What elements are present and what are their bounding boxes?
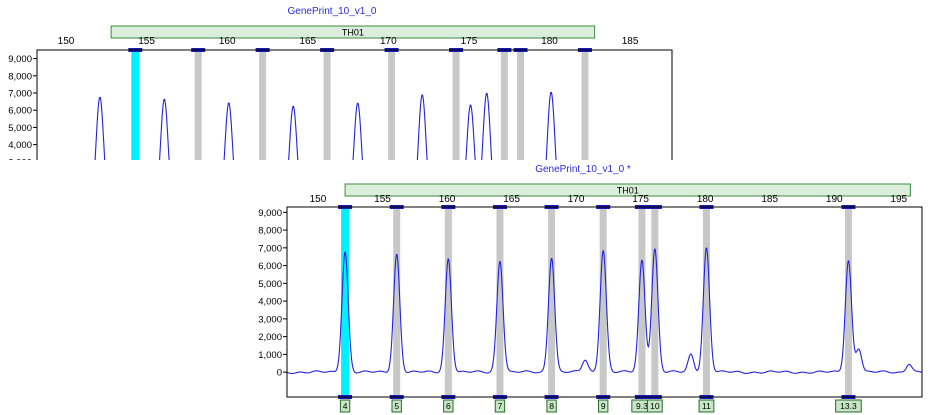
y-tick-label: 9,000 [8,54,32,65]
after-panel: GenePrint_10_v1_0 * TH01 150 155 160 165 170 17… [0,160,928,415]
allele-bin [599,209,607,395]
panel-title: GenePrint_10_v1_0 [288,6,377,17]
x-tick-label: 185 [761,194,778,205]
x-tick-label: 155 [138,36,155,47]
allele-bin [500,52,508,239]
x-tick-label: 180 [541,36,558,47]
selected-bin [131,52,140,239]
x-tick-label: 165 [503,194,520,205]
x-tick-label: 175 [461,36,478,47]
x-tick-label: 185 [622,36,639,47]
allele-bin [548,209,556,395]
y-tick-label: 8,000 [258,226,282,237]
x-tick-label: 160 [439,194,456,205]
locus-bar [344,183,911,197]
allele-call-label: 9 [601,401,606,411]
signal-trace [286,247,923,375]
allele-bin [444,209,452,395]
allele-call-label: 7 [498,401,503,411]
panel-title: GenePrint_10_v1_0 * [535,164,631,175]
x-tick-label: 170 [568,194,585,205]
allele-call-label: 10 [650,401,660,411]
allele-call-label: 5 [394,401,399,411]
x-tick-label: 150 [310,194,327,205]
allele-bin [496,209,504,395]
allele-call-label: 9.3 [636,401,648,411]
allele-bin [452,52,460,239]
plot-frame [286,206,923,398]
y-tick-label: 7,000 [8,89,32,100]
y-tick-label: 7,000 [258,243,282,254]
y-tick-label: 1,000 [258,350,282,361]
allele-call-box [391,399,402,413]
allele-call-label: 8 [549,401,554,411]
allele-call-box [835,399,862,413]
allele-bin [393,209,401,395]
locus-label: TH01 [617,186,639,196]
allele-call-label: 13.3 [840,401,857,411]
locus-label: TH01 [342,28,364,38]
x-tick-label: 175 [632,194,649,205]
allele-call-box [698,399,715,413]
selected-bin [341,209,350,395]
y-tick-label: 4,000 [8,140,32,151]
allele-call-box [546,399,557,413]
allele-call-box [598,399,609,413]
y-tick-label: 8,000 [8,71,32,82]
x-tick-label: 155 [374,194,391,205]
allele-call-box [646,399,663,413]
allele-bin [702,209,710,395]
y-tick-label: 2,000 [258,332,282,343]
y-tick-label: 5,000 [258,279,282,290]
allele-call-box [339,399,351,413]
y-tick-label: 4,000 [258,297,282,308]
allele-bin [844,209,852,395]
y-tick-label: 0 [277,368,282,379]
y-tick-label: 5,000 [8,123,32,134]
x-tick-label: 150 [58,36,75,47]
x-tick-label: 190 [826,194,843,205]
allele-bin [638,209,646,395]
allele-bin [323,52,331,239]
allele-call-label: 6 [446,401,451,411]
y-tick-label: 6,000 [258,261,282,272]
panel-background [0,160,928,415]
y-tick-label: 3,000 [258,314,282,325]
y-tick-label: 9,000 [258,208,282,219]
x-tick-label: 165 [299,36,316,47]
allele-call-label: 11 [702,401,711,411]
allele-bin [517,52,525,239]
allele-bin [388,52,396,239]
x-tick-label: 180 [697,194,714,205]
allele-bin [194,52,202,239]
x-tick-label: 195 [890,194,907,205]
locus-bar [110,25,596,39]
allele-bin [259,52,267,239]
allele-call-box [443,399,454,413]
allele-bin [581,52,589,239]
allele-bin [651,209,659,395]
allele-call-label: 4 [343,401,348,411]
x-tick-label: 170 [380,36,397,47]
x-tick-label: 160 [219,36,236,47]
allele-call-box [494,399,506,413]
y-tick-label: 6,000 [8,106,32,117]
